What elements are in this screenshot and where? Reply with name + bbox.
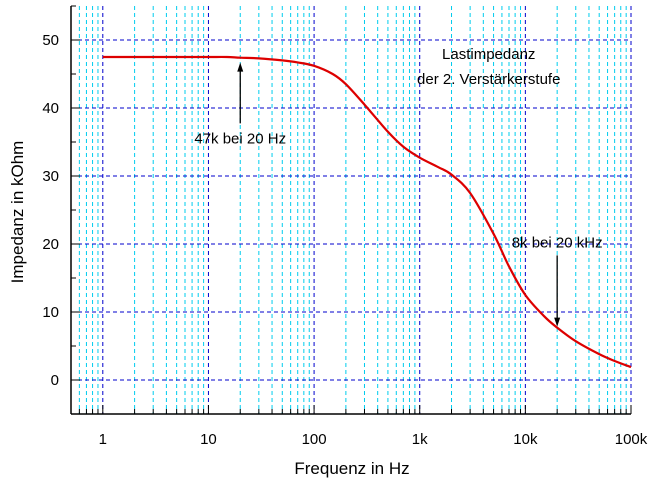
y-tick-label: 30 — [42, 168, 59, 185]
x-tick-label: 1 — [99, 431, 107, 448]
annotation-label: Lastimpedanz — [442, 46, 535, 63]
major-grid — [71, 6, 632, 414]
annotation-arrow-head — [237, 62, 244, 72]
x-axis-title: Frequenz in Hz — [294, 459, 409, 478]
y-tick-label: 20 — [42, 236, 59, 253]
annotation-label: 8k bei 20 kHz — [512, 234, 603, 251]
x-tick-label: 10k — [513, 431, 538, 448]
annotations-layer: 47k bei 20 Hz 8k bei 20 kHz Lastimpedanz de… — [194, 46, 603, 327]
x-tick-label: 100 — [302, 431, 327, 448]
series-layer — [102, 55, 632, 369]
y-axis-title: Impedanz in kOhm — [8, 141, 27, 284]
impedance-curve — [102, 55, 632, 369]
x-tick-label: 100k — [615, 431, 648, 448]
y-tick-label: 40 — [42, 100, 59, 117]
x-tick-label: 10 — [200, 431, 217, 448]
annotation-label: 47k bei 20 Hz — [194, 130, 286, 147]
annotation-label: der 2. Verstärkerstufe — [417, 71, 560, 88]
minor-grid — [70, 6, 627, 414]
x-tick-label: 1k — [412, 431, 428, 448]
y-tick-label: 0 — [51, 372, 59, 389]
y-tick-label: 10 — [42, 304, 59, 321]
tick-labels-layer: 1 10 100 1k 10k 100k 0 10 20 30 40 50 — [42, 32, 647, 448]
y-tick-label: 50 — [42, 32, 59, 49]
annotation-arrow-head — [554, 317, 561, 327]
axes — [70, 5, 632, 415]
